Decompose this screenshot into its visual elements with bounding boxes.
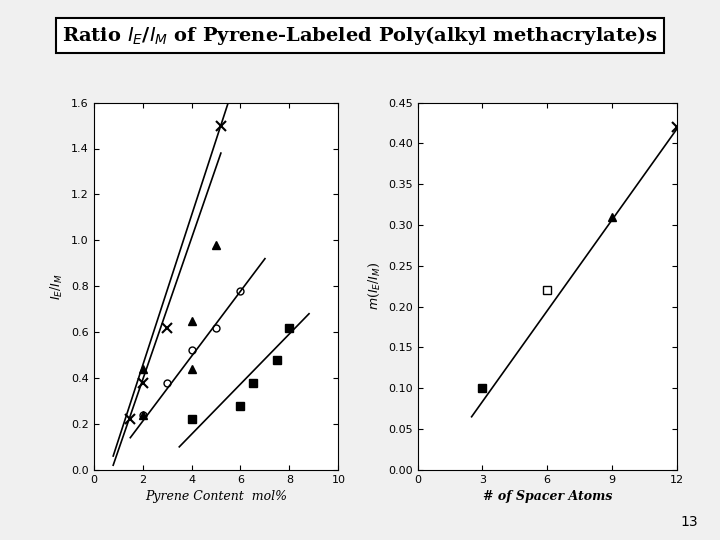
Text: 13: 13	[681, 515, 698, 529]
Text: Ratio $\mathit{I}_E$/$\mathit{I}_M$ of Pyrene-Labeled Poly(alkyl methacrylate)s: Ratio $\mathit{I}_E$/$\mathit{I}_M$ of P…	[62, 24, 658, 48]
X-axis label: Pyrene Content  mol%: Pyrene Content mol%	[145, 490, 287, 503]
Y-axis label: $I_E$/$I_M$: $I_E$/$I_M$	[50, 273, 66, 300]
X-axis label: # of Spacer Atoms: # of Spacer Atoms	[482, 490, 612, 503]
Y-axis label: $m$($I_E$/$I_M$): $m$($I_E$/$I_M$)	[367, 262, 382, 310]
